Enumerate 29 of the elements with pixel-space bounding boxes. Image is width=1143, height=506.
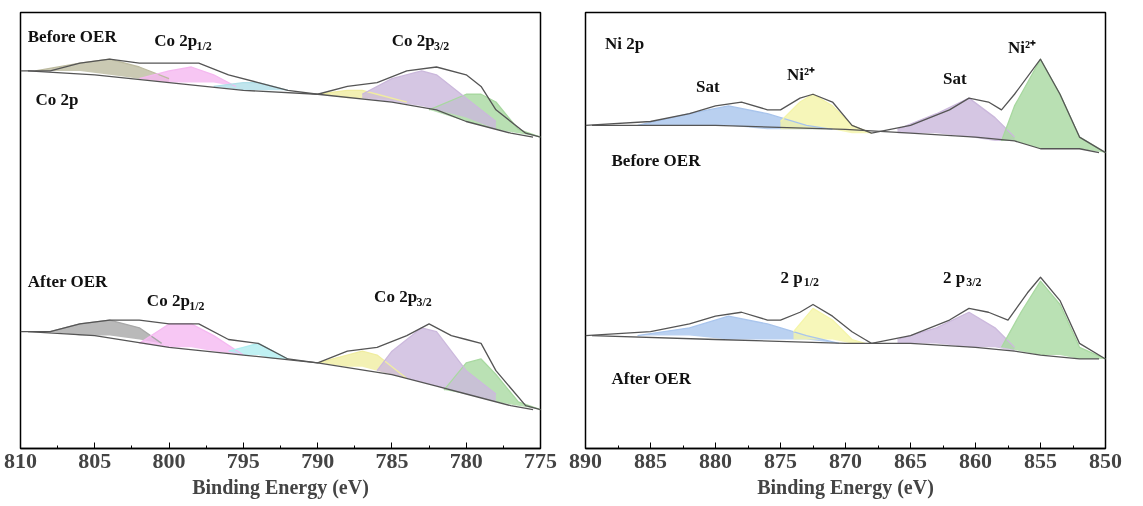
x-tick-label: 885 [634, 447, 667, 473]
annotation: Co 2p [35, 90, 79, 110]
x-tick-label: 790 [301, 447, 335, 473]
x-tick-label: 855 [1024, 447, 1057, 473]
x-tick-label: 860 [959, 447, 992, 473]
text: Before OER [27, 26, 118, 46]
x-tick-label: 785 [375, 447, 409, 473]
x-tick-label: 850 [1089, 447, 1122, 473]
annotation: Sat [696, 77, 720, 97]
annotation: After OER [611, 368, 692, 388]
x-tick-label: 890 [569, 447, 602, 473]
x-tick-label: 805 [78, 447, 112, 473]
text: Ni²⁺ [1008, 37, 1037, 57]
annotation: Sat [943, 69, 967, 89]
text: Ni 2p [605, 33, 645, 53]
annotation: After OER [27, 271, 108, 291]
x-tick-label: 795 [226, 447, 260, 473]
x-axis-title: Binding Energy (eV) [757, 475, 934, 499]
x-axis-title: Binding Energy (eV) [192, 475, 369, 499]
x-tick-label: 870 [829, 447, 862, 473]
x-tick-label: 810 [4, 447, 37, 473]
annotation: Before OER [611, 150, 702, 170]
x-tick-label: 775 [524, 447, 557, 473]
x-tick-label: 875 [764, 447, 797, 473]
x-tick-label: 880 [699, 447, 732, 473]
x-tick-label: 800 [152, 447, 186, 473]
x-tick-label: 780 [449, 447, 483, 473]
x-tick-label: 865 [894, 447, 927, 473]
annotation: Ni²⁺ [787, 65, 816, 85]
